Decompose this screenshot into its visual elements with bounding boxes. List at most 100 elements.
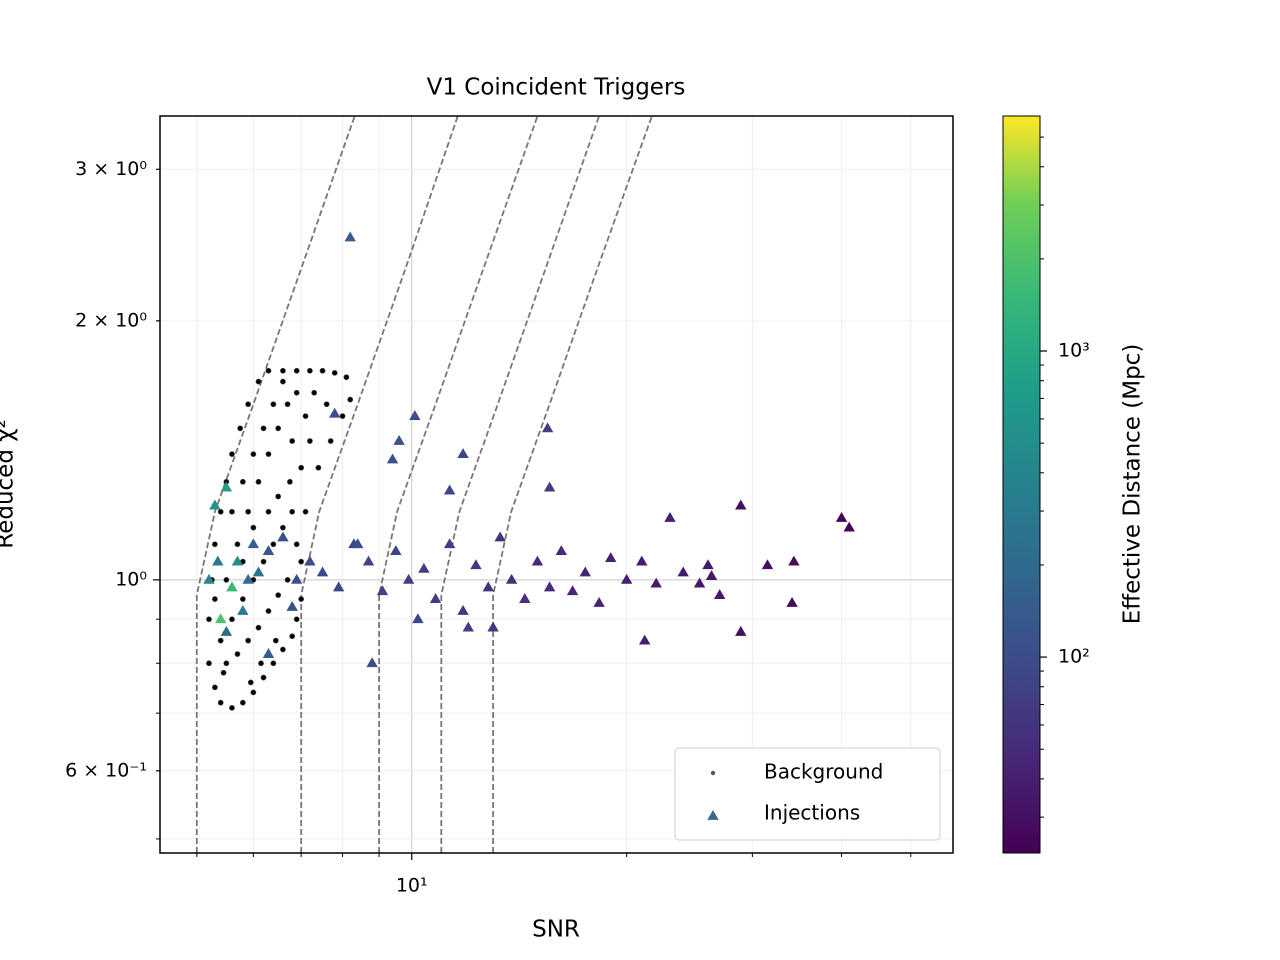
injection-point	[462, 621, 474, 632]
threshold-curve	[492, 116, 653, 853]
injection-point	[457, 605, 469, 615]
injection-point	[457, 448, 469, 459]
colorbar	[1002, 115, 1041, 854]
background-point	[239, 478, 246, 485]
y-axis-label: Reduced χ²	[0, 419, 19, 549]
background-point	[223, 660, 230, 667]
injection-point	[393, 435, 405, 445]
background-point	[302, 413, 309, 419]
background-point	[280, 524, 286, 531]
legend-label: Background	[764, 760, 883, 784]
background-point	[272, 637, 279, 644]
background-point	[239, 699, 246, 706]
background-point	[284, 401, 291, 408]
injection-point	[443, 484, 456, 495]
background-point	[280, 367, 286, 374]
background-point	[293, 389, 300, 396]
injection-point	[316, 566, 329, 577]
background-point	[293, 367, 300, 374]
injection-point	[735, 625, 747, 636]
background-point	[217, 508, 224, 515]
injection-point	[418, 562, 430, 573]
injection-point	[843, 521, 855, 532]
injection-point	[366, 657, 378, 668]
injection-point	[290, 573, 303, 584]
injection-point	[262, 545, 275, 556]
background-point	[306, 367, 313, 374]
background-point	[286, 478, 293, 485]
background-point	[206, 616, 212, 623]
background-point	[206, 660, 212, 667]
injection-point	[470, 559, 482, 570]
injection-point	[531, 555, 544, 566]
background-point	[284, 576, 291, 583]
colorbar-tick-label: 10²	[1058, 646, 1090, 668]
background-point	[323, 401, 330, 408]
injection-point	[220, 481, 233, 492]
injection-point	[209, 499, 221, 510]
background-point	[239, 596, 246, 602]
injection-point	[788, 555, 800, 566]
background-point	[265, 608, 272, 614]
injection-point	[304, 555, 316, 566]
background-point	[211, 684, 218, 691]
background-point	[343, 374, 350, 381]
background-point	[289, 508, 296, 515]
legend-box	[674, 747, 941, 841]
background-point	[258, 660, 264, 667]
chart-title: V1 Coincident Triggers	[427, 75, 686, 101]
background-point	[298, 596, 305, 602]
injection-point	[252, 566, 265, 577]
background-point	[245, 401, 252, 408]
injection-point	[620, 573, 633, 584]
injection-point	[835, 512, 848, 522]
background-point	[260, 558, 267, 565]
background-point	[293, 541, 300, 548]
background-point	[347, 396, 354, 403]
y-tick-label: 10⁰	[115, 568, 147, 590]
background-point	[229, 704, 235, 711]
background-point	[245, 637, 252, 644]
background-point	[211, 596, 218, 602]
y-tick-label: 2 × 10⁰	[75, 309, 147, 331]
injection-point	[412, 613, 424, 624]
threshold-curve	[440, 116, 600, 853]
background-point	[255, 624, 262, 631]
background-point	[298, 558, 305, 565]
injection-point	[362, 555, 375, 566]
background-point	[247, 679, 254, 686]
background-point	[311, 389, 318, 396]
injection-point	[409, 410, 421, 420]
background-point	[211, 541, 218, 548]
background-point	[223, 576, 230, 583]
x-tick-label: 10¹	[396, 875, 428, 897]
background-point	[255, 478, 262, 485]
plot-frame	[159, 115, 954, 854]
injection-point	[402, 573, 415, 584]
injection-point	[262, 648, 275, 658]
background-point	[229, 508, 235, 515]
background-point	[302, 508, 309, 515]
background-point	[217, 699, 224, 706]
injection-point	[390, 545, 402, 556]
colorbar-tick-label: 10³	[1058, 340, 1090, 362]
background-point	[250, 689, 257, 696]
injection-point	[247, 538, 260, 549]
injection-point	[543, 581, 556, 592]
threshold-curve	[195, 116, 356, 853]
background-point	[275, 592, 282, 599]
background-point	[245, 508, 252, 515]
background-point	[229, 616, 235, 623]
injection-point	[277, 531, 289, 542]
background-point	[293, 616, 300, 623]
injection-point	[505, 573, 518, 584]
injection-point	[351, 538, 364, 549]
injection-point	[713, 589, 726, 600]
injection-point	[226, 581, 238, 592]
injection-point	[376, 585, 389, 596]
background-point	[289, 633, 296, 640]
injection-point	[482, 581, 494, 592]
background-point	[234, 651, 241, 657]
injection-point	[386, 453, 399, 464]
